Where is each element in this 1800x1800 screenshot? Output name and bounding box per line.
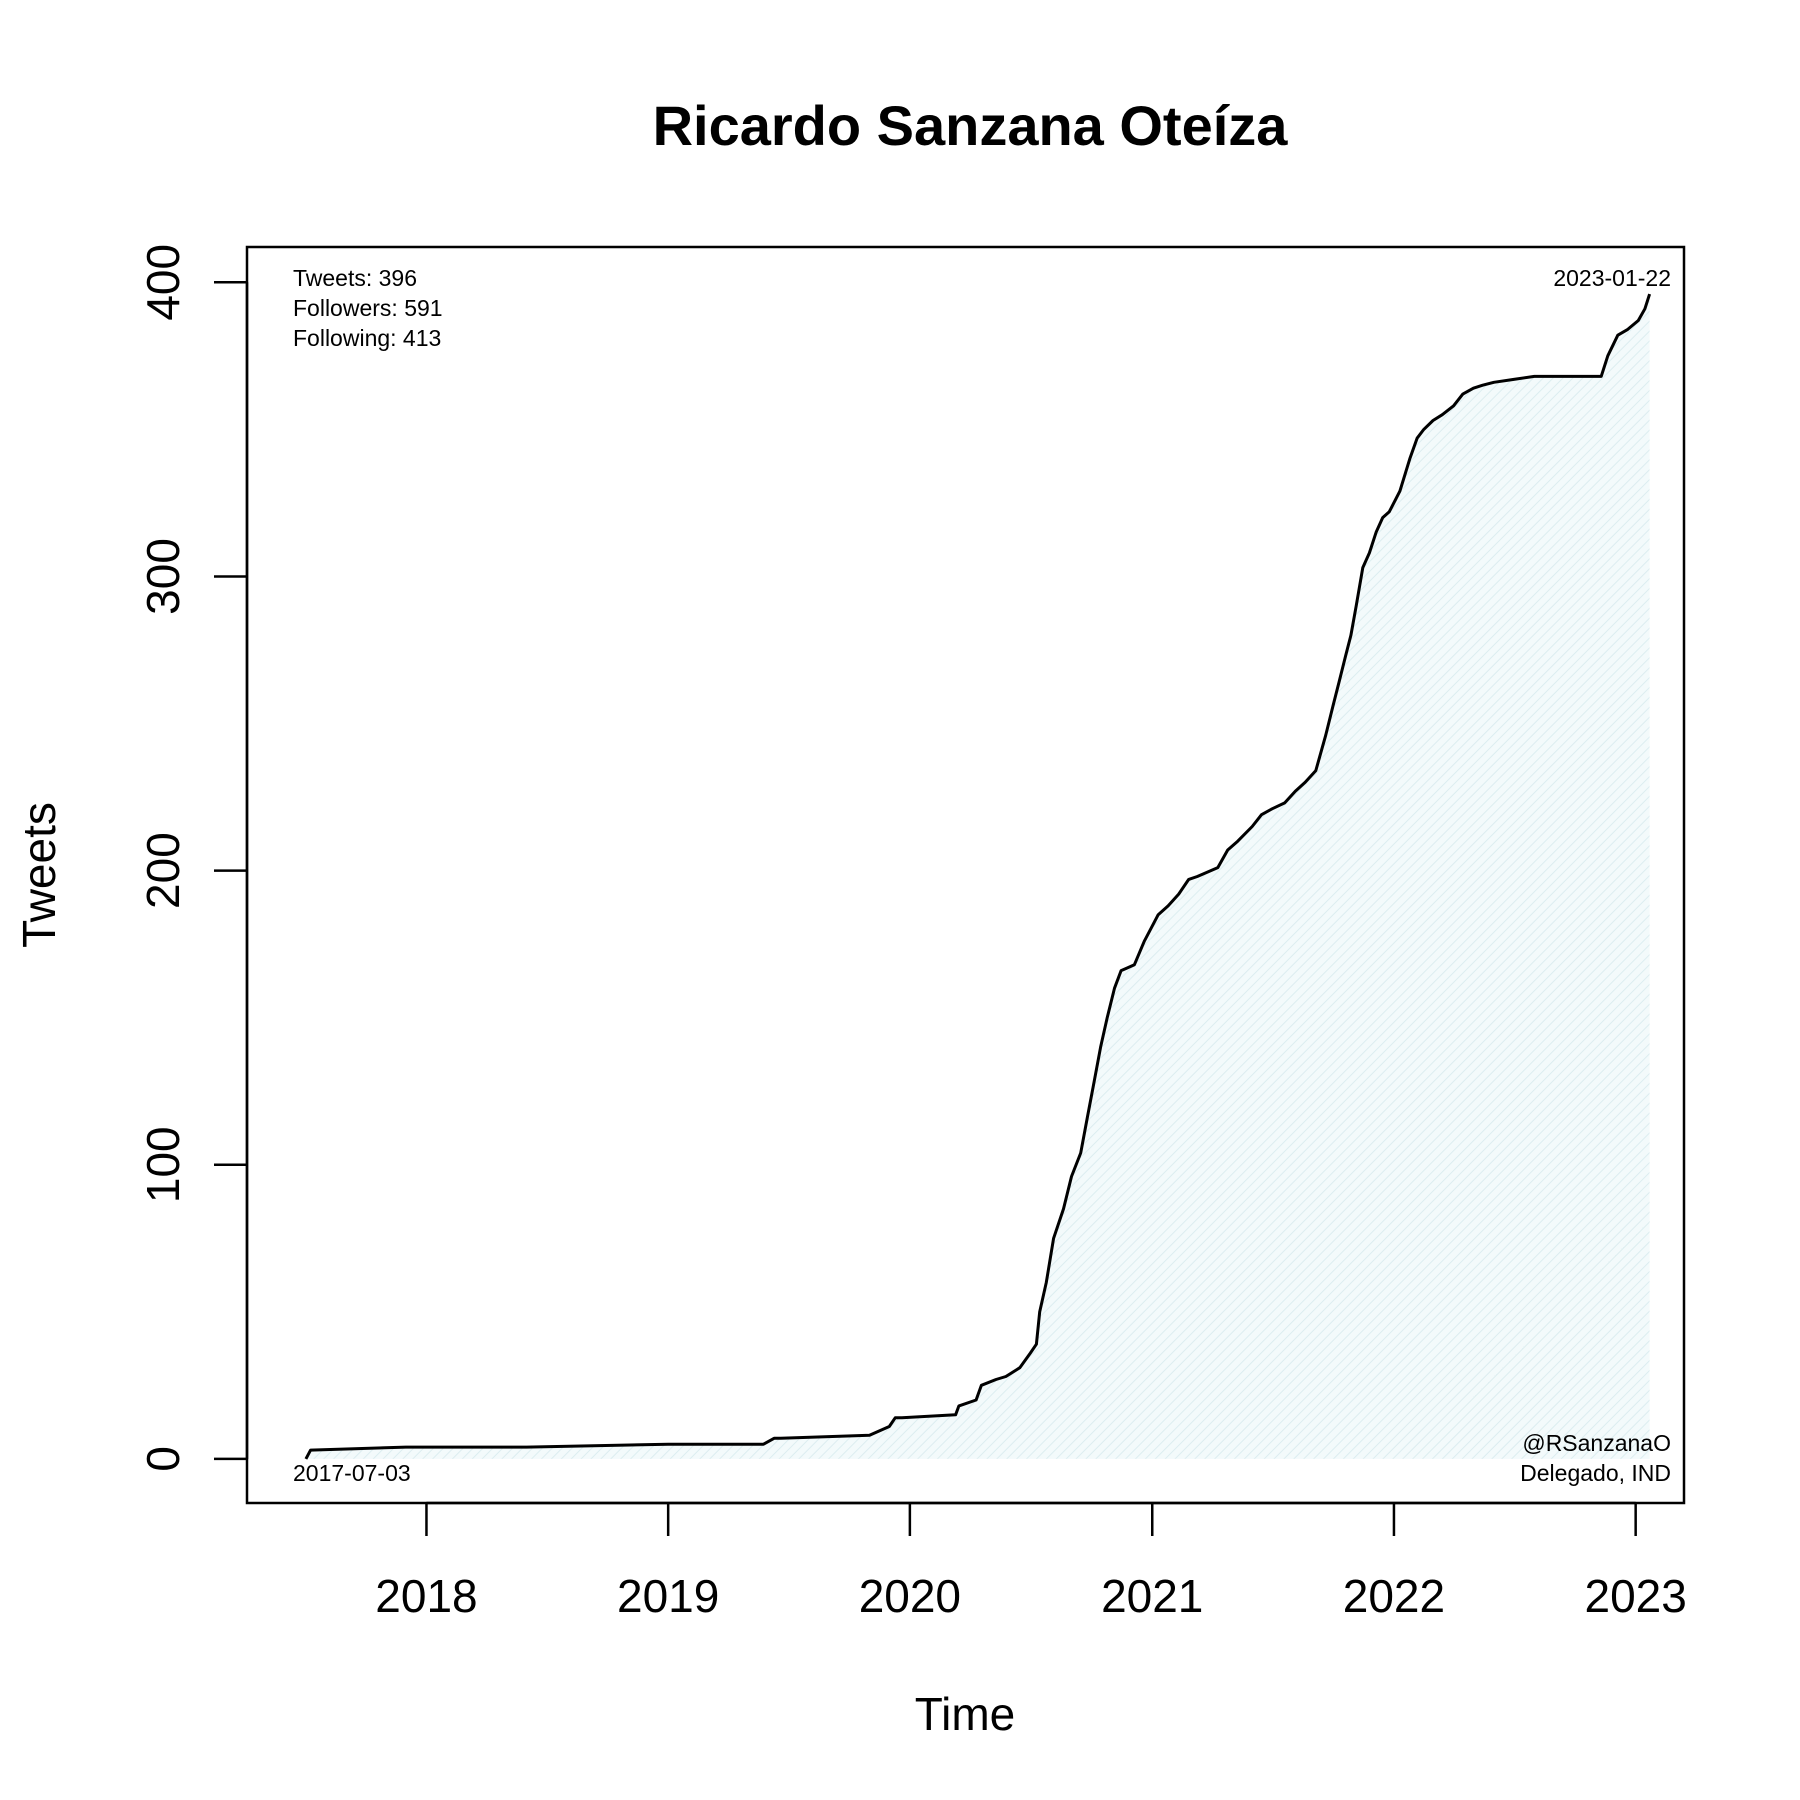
y-tick-label: 100 [137, 1126, 189, 1203]
x-tick-label: 2021 [1101, 1570, 1203, 1622]
y-tick-label: 300 [137, 538, 189, 615]
x-tick-label: 2018 [375, 1570, 477, 1622]
x-tick-label: 2023 [1584, 1570, 1686, 1622]
stats-block: Tweets: 396 Followers: 591 Following: 41… [293, 265, 443, 351]
cumulative-area-fill [305, 294, 1650, 1459]
handle-label: @RSanzanaO [1522, 1430, 1671, 1456]
y-axis-title: Tweets [13, 802, 65, 948]
y-axis: 0 100 200 300 400 [137, 244, 249, 1472]
y-tick-label: 0 [137, 1446, 189, 1472]
stat-followers: Followers: 591 [293, 295, 443, 321]
plot-area [245, 245, 1686, 1505]
x-tick-label: 2022 [1343, 1570, 1445, 1622]
x-axis: 2018 2019 2020 2021 2022 2023 [375, 1501, 1687, 1622]
end-date-label: 2023-01-22 [1553, 265, 1671, 291]
x-tick-label: 2019 [617, 1570, 719, 1622]
affiliation-label: Delegado, IND [1520, 1460, 1671, 1486]
start-date-label: 2017-07-03 [293, 1460, 411, 1486]
x-axis-title: Time [915, 1688, 1016, 1740]
y-tick-label: 400 [137, 244, 189, 321]
chart-title: Ricardo Sanzana Oteíza [653, 94, 1289, 157]
cumulative-tweets-line [304, 293, 1652, 1460]
y-tick-label: 200 [137, 832, 189, 909]
x-tick-label: 2020 [859, 1570, 961, 1622]
stat-tweets: Tweets: 396 [293, 265, 417, 291]
stat-following: Following: 413 [293, 325, 441, 351]
